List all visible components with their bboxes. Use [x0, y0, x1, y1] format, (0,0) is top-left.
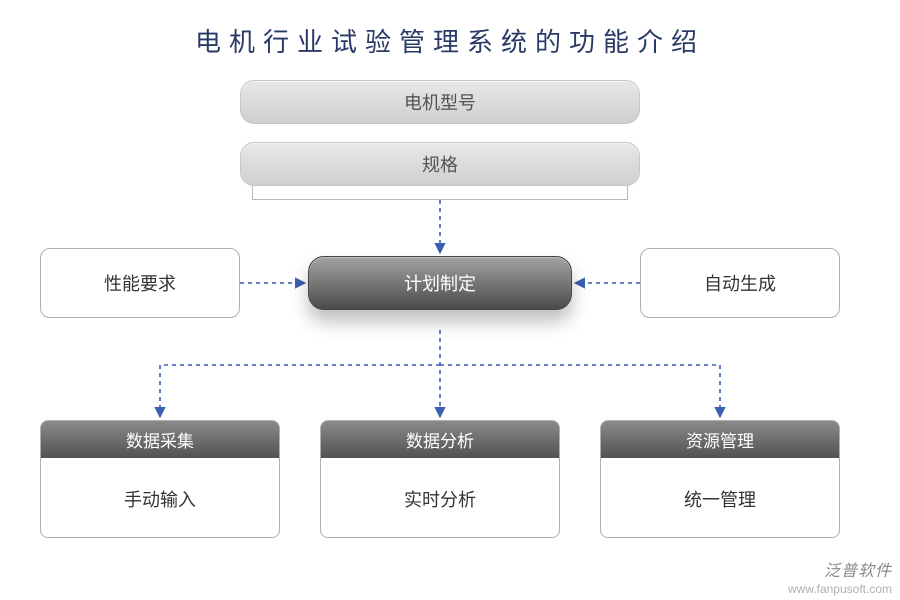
- card-header: 数据分析: [321, 421, 559, 458]
- card-data-collect: 数据采集 手动输入: [40, 420, 280, 538]
- card-body: 手动输入: [41, 458, 279, 538]
- card-resource-mgmt: 资源管理 统一管理: [600, 420, 840, 538]
- node-motor-model: 电机型号: [240, 80, 640, 124]
- card-header: 数据采集: [41, 421, 279, 458]
- diagram-canvas: 电机型号 规格 性能要求 计划制定 自动生成 数据采集 手动输入 数据分析 实时…: [0, 0, 900, 600]
- node-perf-req: 性能要求: [40, 248, 240, 318]
- watermark-brand: 泛普软件: [788, 562, 892, 581]
- watermark: 泛普软件 www.fanpusoft.com: [788, 562, 892, 596]
- watermark-url: www.fanpusoft.com: [788, 582, 892, 596]
- card-body: 统一管理: [601, 458, 839, 538]
- card-header: 资源管理: [601, 421, 839, 458]
- card-body: 实时分析: [321, 458, 559, 538]
- node-plan: 计划制定: [308, 256, 572, 310]
- card-data-analysis: 数据分析 实时分析: [320, 420, 560, 538]
- node-auto-gen: 自动生成: [640, 248, 840, 318]
- node-spec: 规格: [240, 142, 640, 186]
